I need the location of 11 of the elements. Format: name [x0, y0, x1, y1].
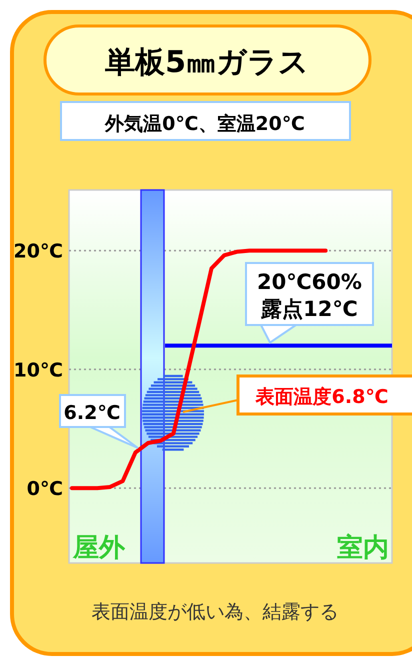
y-tick-label: 20℃: [14, 240, 63, 263]
annotation: 表面温度6.8℃: [254, 386, 388, 408]
y-tick-label: 0℃: [26, 478, 63, 500]
chart-title: 単板5㎜ガラス: [105, 45, 309, 80]
text: 表面温度が低い為、結露する: [92, 601, 338, 623]
chart-subtitle: 外気温0℃、室温20℃: [104, 113, 305, 135]
annotation: 屋外: [72, 533, 126, 563]
annotation: 6.2℃: [64, 402, 120, 424]
annotation: 室内: [337, 533, 389, 563]
ref-line-label: 20℃60% 露点12℃: [257, 270, 362, 321]
y-tick-label: 10℃: [14, 359, 63, 382]
